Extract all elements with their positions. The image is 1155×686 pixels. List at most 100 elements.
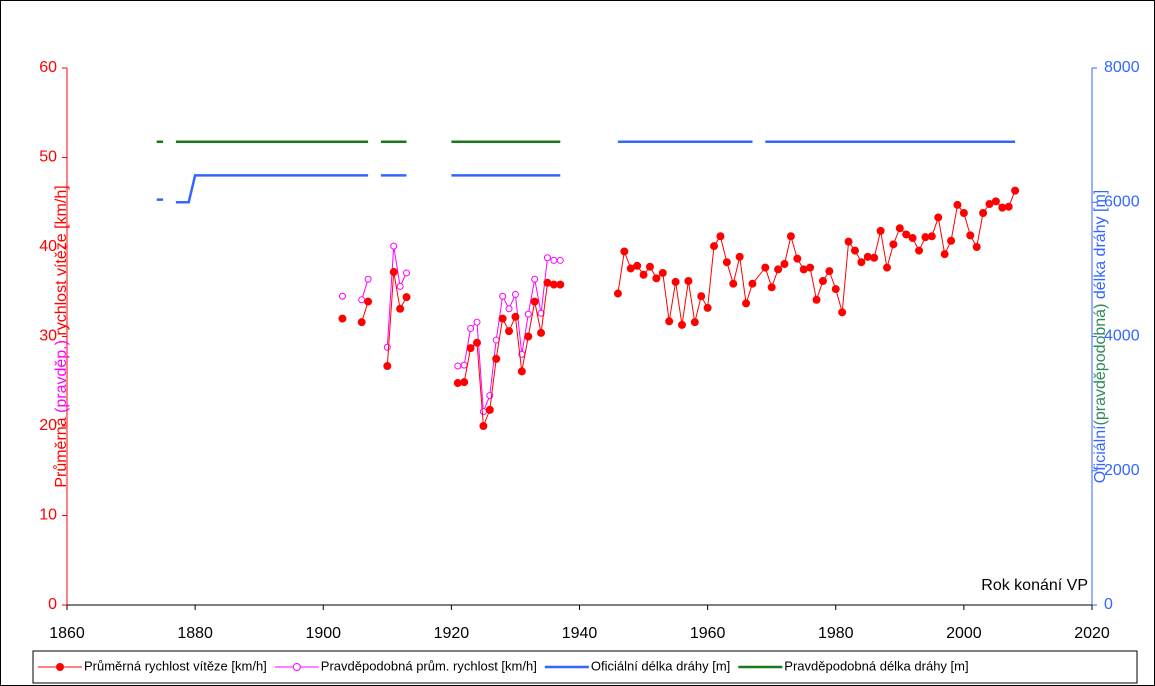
y2-tick-label: 2000 — [1104, 462, 1140, 479]
y-tick-label: 30 — [39, 328, 57, 345]
data-point — [402, 293, 411, 302]
data-point — [806, 263, 815, 272]
data-point — [678, 320, 686, 329]
data-point — [998, 203, 1007, 212]
data-point — [620, 247, 629, 256]
data-point — [716, 232, 725, 241]
data-point — [364, 275, 372, 283]
data-point — [850, 246, 859, 255]
data-point — [524, 332, 533, 341]
y-axis-title: Průměrná (pravděp.) rychlost vítěze [km/… — [52, 185, 70, 487]
data-point — [658, 268, 667, 277]
data-point — [908, 234, 917, 243]
data-point — [799, 265, 808, 274]
data-point — [633, 261, 642, 270]
legend-marker — [292, 663, 301, 671]
data-point — [556, 256, 564, 264]
data-point — [793, 254, 802, 263]
data-point — [690, 318, 699, 327]
x-axis-label: Rok konání VP — [981, 577, 1088, 594]
data-point — [697, 292, 706, 301]
x-tick-label: 1980 — [818, 625, 854, 642]
data-point — [364, 297, 373, 306]
data-point — [543, 278, 552, 287]
legend: Průměrná rychlost vítěze [km/h] Pravděpod… — [32, 650, 1138, 684]
data-point — [870, 253, 879, 262]
data-point — [652, 274, 661, 283]
data-point — [460, 378, 469, 387]
data-point — [454, 362, 462, 370]
data-point — [511, 290, 519, 298]
data-point — [921, 233, 930, 242]
x-tick-label: 1900 — [305, 625, 341, 642]
data-point — [403, 269, 411, 277]
data-point — [479, 408, 487, 416]
data-point — [671, 277, 680, 286]
data-point — [1004, 202, 1013, 211]
data-point — [927, 232, 936, 241]
data-point — [703, 303, 712, 312]
y2-tick-label: 0 — [1104, 596, 1113, 613]
data-point — [505, 327, 514, 336]
data-point — [825, 267, 834, 276]
data-point — [524, 310, 532, 318]
y-tick-label: 0 — [48, 596, 57, 613]
data-point — [1011, 186, 1020, 195]
data-point — [774, 265, 783, 274]
x-tick-label: 2000 — [946, 625, 982, 642]
data-point — [383, 343, 391, 351]
data-point — [467, 324, 475, 332]
data-point — [940, 250, 949, 259]
legend-label: Pravděpodobná délka dráhy [m] — [784, 658, 968, 673]
data-point — [735, 252, 744, 261]
data-point — [895, 224, 904, 233]
data-point — [479, 422, 488, 430]
data-point — [966, 231, 975, 240]
y2-tick-label: 6000 — [1104, 193, 1140, 210]
data-point — [972, 243, 981, 251]
data-point — [876, 226, 885, 235]
series-line — [156, 140, 1016, 204]
data-point — [543, 254, 551, 262]
data-point — [511, 312, 520, 321]
data-point — [492, 354, 501, 363]
data-point — [722, 258, 731, 267]
y2-tick-label: 8000 — [1104, 59, 1140, 76]
y-tick-label: 40 — [39, 238, 57, 255]
data-point — [499, 292, 507, 300]
data-point — [883, 263, 891, 272]
legend-marker — [56, 663, 64, 671]
y-axis-title-part: (pravděp.) — [53, 340, 70, 413]
data-point — [665, 317, 674, 326]
y-axis-title-part: Průměrná — [52, 413, 70, 488]
data-point — [550, 256, 558, 264]
data-point — [934, 213, 943, 222]
y-tick-label: 60 — [39, 59, 57, 76]
data-point — [863, 252, 872, 261]
data-point — [889, 240, 898, 249]
y2-axis-title-part: (pravděpodobná) — [1092, 304, 1109, 426]
data-point — [460, 361, 468, 369]
y-tick-label: 50 — [39, 149, 57, 166]
x-tick-label: 1960 — [690, 625, 726, 642]
x-tick-label: 1940 — [562, 625, 598, 642]
data-point — [915, 246, 924, 255]
x-tick-label: 1920 — [434, 625, 470, 642]
data-point — [767, 283, 776, 292]
data-point — [498, 314, 507, 323]
data-point — [466, 344, 475, 353]
data-point — [389, 268, 398, 277]
y2-tick-label: 4000 — [1104, 328, 1140, 345]
data-point — [556, 280, 565, 289]
data-point — [357, 318, 366, 327]
data-point — [485, 405, 494, 414]
y2-axis-title: Oficiální(pravděpodobná) délka dráhy [m] — [1092, 190, 1109, 484]
legend-label: Oficiální délka dráhy [m] — [591, 658, 730, 673]
data-point — [947, 236, 956, 245]
data-point — [812, 295, 821, 304]
data-point — [991, 197, 1000, 206]
data-point — [396, 282, 404, 290]
data-point — [844, 237, 853, 246]
y-tick-label: 10 — [39, 507, 57, 524]
